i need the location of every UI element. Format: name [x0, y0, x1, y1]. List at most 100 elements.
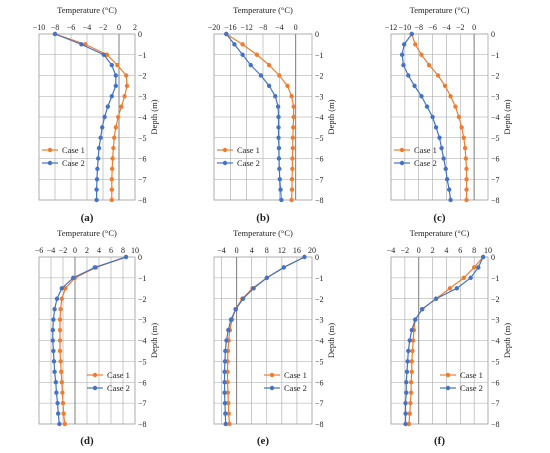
data-point-case-2 — [424, 104, 430, 109]
y-tick-label: −7 — [138, 399, 147, 408]
x-tick-label: 8 — [472, 246, 476, 255]
y-tick-label: −6 — [315, 378, 324, 387]
y-tick-label: −1 — [491, 274, 500, 283]
data-point-case-2 — [94, 177, 100, 182]
data-point-case-2 — [403, 400, 408, 406]
y-tick-label: −1 — [138, 274, 147, 283]
data-point-case-1 — [57, 317, 63, 322]
x-tick-label: −4 — [387, 246, 396, 255]
data-point-case-1 — [225, 380, 230, 385]
data-point-case-2 — [251, 286, 256, 291]
data-point-case-2 — [454, 286, 460, 291]
x-tick-label: 4 — [444, 246, 448, 255]
legend-swatch-marker — [47, 160, 53, 166]
data-point-case-2 — [403, 421, 408, 427]
legend-label: Case 1 — [237, 145, 260, 155]
data-point-case-2 — [264, 275, 269, 281]
y-tick-label: −5 — [138, 357, 147, 366]
x-tick-label: 2 — [133, 23, 137, 32]
x-tick-label: −6 — [35, 246, 44, 255]
x-tick-label: −10 — [399, 23, 412, 32]
x-tick-label: 0 — [472, 23, 476, 32]
x-tick-label: 16 — [293, 246, 301, 255]
y-tick-label: −5 — [491, 357, 500, 366]
data-point-case-2 — [223, 348, 228, 354]
y-tick-label: −5 — [315, 357, 324, 366]
data-point-case-2 — [401, 42, 407, 47]
data-point-case-2 — [447, 187, 452, 192]
data-point-case-2 — [54, 296, 60, 301]
x-tick-label: 0 — [294, 23, 298, 32]
legend-label: Case 1 — [107, 370, 130, 380]
data-point-case-1 — [459, 125, 464, 130]
legend-swatch-marker — [399, 147, 405, 153]
data-point-case-2 — [96, 156, 101, 161]
data-point-case-2 — [404, 369, 410, 375]
y-tick-label: −8 — [491, 420, 500, 429]
data-point-case-2 — [102, 114, 107, 120]
data-point-case-2 — [94, 187, 99, 192]
data-point-case-2 — [79, 42, 84, 47]
x-axis-title: Temperature (°C) — [233, 228, 293, 238]
data-point-case-2 — [278, 187, 283, 192]
data-point-case-2 — [113, 73, 119, 78]
data-point-case-1 — [227, 421, 232, 427]
data-point-case-2 — [224, 31, 229, 37]
data-point-case-2 — [51, 359, 57, 364]
data-point-case-2 — [443, 166, 448, 172]
data-point-case-1 — [290, 166, 295, 172]
x-tick-label: 2 — [431, 246, 435, 255]
data-point-case-2 — [409, 31, 414, 37]
data-point-case-1 — [62, 421, 67, 427]
y-tick-label: −3 — [315, 316, 324, 325]
data-point-case-1 — [63, 286, 68, 291]
panel-label: (f) — [434, 435, 445, 447]
y-tick-label: −5 — [315, 134, 324, 143]
data-point-case-2 — [222, 380, 227, 385]
y-tick-label: 0 — [491, 253, 495, 262]
data-point-case-1 — [57, 348, 63, 354]
data-point-case-2 — [276, 114, 281, 120]
data-point-case-2 — [100, 125, 105, 130]
data-point-case-1 — [464, 187, 469, 192]
legend-swatch-marker — [269, 372, 275, 378]
data-point-case-1 — [409, 359, 414, 364]
y-tick-label: 0 — [138, 253, 142, 262]
data-point-case-1 — [116, 114, 121, 120]
data-point-case-1 — [291, 125, 296, 130]
data-point-case-2 — [279, 197, 284, 203]
data-point-case-1 — [57, 327, 63, 333]
data-point-case-1 — [447, 286, 453, 291]
data-point-case-2 — [222, 390, 227, 395]
data-point-case-2 — [441, 156, 446, 161]
data-point-case-1 — [456, 114, 462, 120]
x-tick-label: −10 — [33, 23, 46, 32]
data-point-case-2 — [113, 83, 119, 89]
y-tick-label: −2 — [491, 72, 500, 81]
data-point-case-1 — [109, 187, 115, 192]
y-tick-label: −4 — [138, 113, 147, 122]
y-tick-label: 0 — [138, 30, 142, 39]
x-tick-label: −20 — [208, 23, 221, 32]
data-point-case-2 — [277, 177, 282, 182]
data-point-case-2 — [96, 145, 102, 151]
data-point-case-2 — [406, 348, 411, 354]
data-point-case-1 — [413, 42, 418, 47]
data-point-case-2 — [403, 411, 408, 416]
data-point-case-1 — [59, 369, 64, 375]
data-point-case-2 — [404, 380, 409, 385]
data-point-case-2 — [437, 135, 442, 140]
data-point-case-1 — [464, 166, 469, 172]
data-point-case-1 — [461, 135, 466, 140]
y-tick-label: −2 — [138, 72, 147, 81]
legend-label: Case 2 — [284, 383, 307, 393]
x-tick-label: −12 — [240, 23, 253, 32]
data-point-case-2 — [444, 177, 450, 182]
x-tick-label: 8 — [121, 246, 125, 255]
data-point-case-2 — [302, 254, 307, 260]
data-point-case-2 — [276, 125, 281, 130]
data-point-case-2 — [448, 197, 453, 203]
data-point-case-2 — [228, 317, 234, 322]
data-point-case-1 — [289, 177, 295, 182]
